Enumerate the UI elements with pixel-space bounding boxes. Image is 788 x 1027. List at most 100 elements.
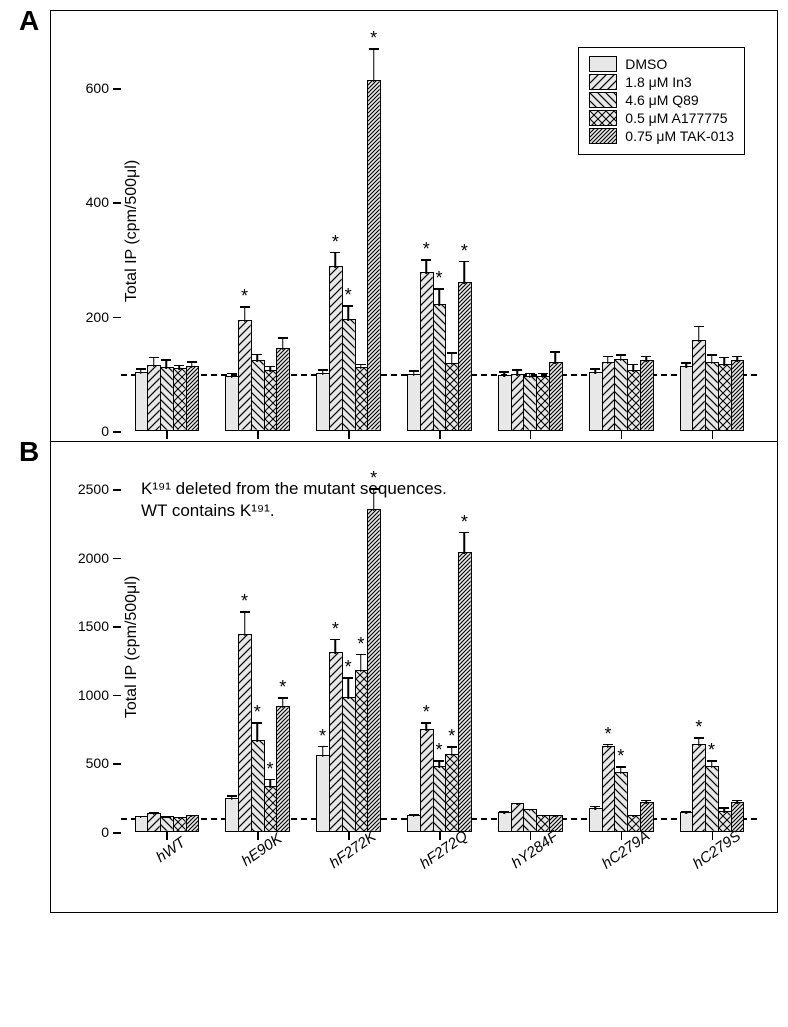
legend-swatch: [589, 74, 617, 90]
bar: [498, 375, 512, 431]
bar: [433, 766, 447, 832]
ytick-label: 2500: [59, 481, 109, 497]
error-cap: [732, 800, 742, 802]
bar: [731, 360, 745, 431]
error-bar: [282, 697, 284, 708]
bar: [602, 362, 616, 431]
significance-star: *: [254, 702, 261, 723]
xtick-mark: [439, 832, 441, 840]
bar: [627, 370, 641, 431]
ytick-mark: [113, 489, 121, 491]
legend: DMSO1.8 μM In34.6 μM Q890.5 μM A1777750.…: [578, 47, 745, 155]
error-cap: [149, 357, 159, 359]
error-cap: [681, 811, 691, 813]
xtick-label: hC279S: [689, 827, 743, 872]
yaxis-label: Total IP (cpm/500μl): [123, 576, 141, 718]
bar: [251, 360, 265, 431]
error-bar: [335, 639, 337, 654]
xtick-mark: [712, 431, 714, 439]
error-bar: [464, 261, 466, 284]
bar: [367, 80, 381, 431]
error-cap: [550, 351, 560, 353]
xtick-mark: [257, 431, 259, 439]
xtick-mark: [166, 431, 168, 439]
bar: [420, 729, 434, 832]
error-cap: [318, 369, 328, 371]
significance-star: *: [423, 702, 430, 723]
ytick-mark: [113, 763, 121, 765]
xtick-mark: [257, 832, 259, 840]
bar: [407, 374, 421, 431]
error-cap: [694, 326, 704, 328]
significance-star: *: [461, 512, 468, 533]
bar: [498, 812, 512, 832]
xtick-mark: [621, 431, 623, 439]
bar: [135, 816, 149, 832]
error-cap: [732, 356, 742, 358]
xtick-mark: [166, 832, 168, 840]
legend-item: 4.6 μM Q89: [589, 92, 734, 108]
bar: [458, 552, 472, 832]
error-cap: [409, 814, 419, 816]
error-cap: [641, 356, 651, 358]
error-cap: [525, 809, 535, 811]
xtick-mark: [439, 431, 441, 439]
xtick-label: hE90K: [239, 830, 286, 870]
bar: [614, 359, 628, 431]
xtick-mark: [621, 832, 623, 840]
error-cap: [149, 812, 159, 814]
bar: [186, 366, 200, 431]
legend-label: 0.75 μM TAK-013: [625, 128, 734, 144]
bar: [718, 364, 732, 431]
figure-container: A 0200400600Total IP (cpm/500μl)*******D…: [10, 10, 778, 913]
bar: [342, 319, 356, 431]
panel-a-label: A: [19, 5, 39, 37]
error-bar: [244, 306, 246, 322]
error-cap: [174, 817, 184, 819]
bar: [173, 817, 187, 832]
significance-star: *: [241, 286, 248, 307]
ytick-mark: [113, 88, 121, 90]
ytick-label: 600: [59, 80, 109, 96]
bar: [680, 366, 694, 431]
legend-label: 4.6 μM Q89: [625, 92, 698, 108]
bar: [705, 362, 719, 431]
error-cap: [719, 807, 729, 809]
bar: [276, 348, 290, 431]
panel-b-plot: 05001000150020002500Total IP (cpm/500μl)…: [121, 462, 757, 832]
significance-star: *: [370, 28, 377, 49]
ytick-label: 400: [59, 194, 109, 210]
bar: [523, 809, 537, 832]
significance-star: *: [279, 677, 286, 698]
error-bar: [282, 337, 284, 350]
error-bar: [464, 532, 466, 554]
error-cap: [628, 364, 638, 366]
significance-star: *: [617, 746, 624, 767]
panel-b: B 05001000150020002500Total IP (cpm/500μ…: [50, 442, 778, 913]
bar: [329, 652, 343, 832]
xtick-mark: [712, 832, 714, 840]
error-cap: [265, 366, 275, 368]
significance-star: *: [345, 285, 352, 306]
error-cap: [603, 356, 613, 358]
significance-star: *: [357, 634, 364, 655]
bar: [355, 670, 369, 832]
bar: [251, 740, 265, 832]
panel-a-plot: 0200400600Total IP (cpm/500μl)*******DMS…: [121, 31, 757, 431]
error-bar: [257, 722, 259, 741]
legend-label: 1.8 μM In3: [625, 74, 691, 90]
bar: [147, 813, 161, 832]
bar: [433, 304, 447, 431]
bar: [238, 634, 252, 832]
bar: [407, 815, 421, 832]
significance-star: *: [241, 591, 248, 612]
error-bar: [438, 288, 440, 306]
error-bar: [451, 352, 453, 365]
bar: [718, 811, 732, 832]
bar: [536, 376, 550, 431]
error-bar: [335, 252, 337, 268]
legend-label: 0.5 μM A177775: [625, 110, 727, 126]
error-bar: [244, 611, 246, 636]
ytick-mark: [113, 431, 121, 433]
xtick-mark: [348, 431, 350, 439]
